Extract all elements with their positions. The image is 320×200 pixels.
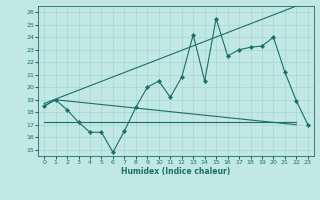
X-axis label: Humidex (Indice chaleur): Humidex (Indice chaleur) <box>121 167 231 176</box>
